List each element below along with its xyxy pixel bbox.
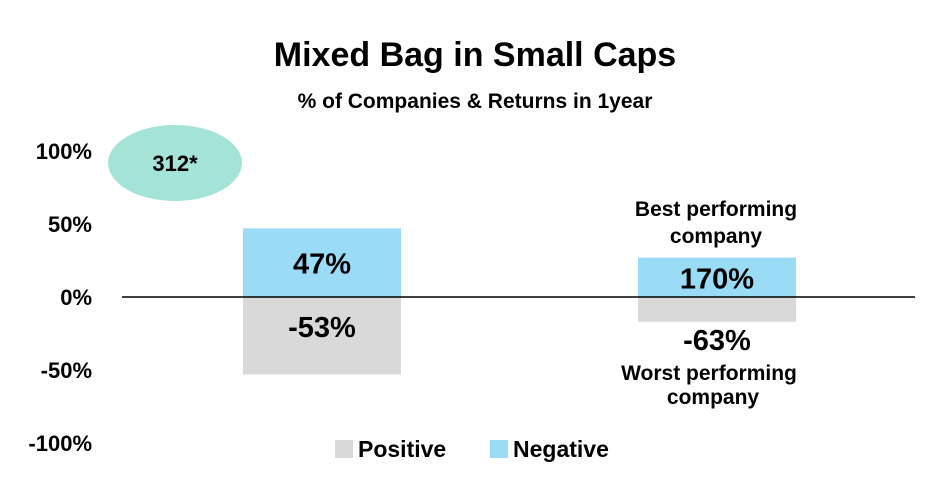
y-tick-label: -100% <box>28 431 92 456</box>
legend-label-negative: Negative <box>513 436 609 462</box>
legend: Positive Negative <box>335 436 609 462</box>
y-tick-label: 100% <box>36 139 92 164</box>
bar-value-label: -63% <box>683 325 751 357</box>
bar-value-label: -53% <box>288 312 356 344</box>
count-badge-label: 312* <box>152 151 198 176</box>
annotation-worst-line2: company <box>667 386 760 409</box>
bar-value-label: 47% <box>293 249 351 281</box>
legend-label-positive: Positive <box>358 436 446 462</box>
bar-value-label: 170% <box>680 263 754 295</box>
bar-negative-1 <box>638 257 796 297</box>
annotation-best-line1: Best performing <box>635 198 797 221</box>
bar-positive-1 <box>638 297 796 322</box>
chart-subtitle: % of Companies & Returns in 1year <box>298 90 653 113</box>
legend-swatch-negative <box>490 440 508 458</box>
y-tick-label: 50% <box>48 212 92 237</box>
chart-title: Mixed Bag in Small Caps <box>274 36 676 74</box>
annotation-worst-line1: Worst performing <box>621 362 797 385</box>
bar-negative-0 <box>243 228 401 297</box>
count-badge <box>108 125 242 201</box>
legend-swatch-positive <box>335 440 353 458</box>
y-axis: 100% 50% 0% -50% -100% <box>28 139 92 456</box>
annotation-best-line2: company <box>670 225 763 248</box>
y-tick-label: -50% <box>41 358 92 383</box>
bars: 47% -53% 170% -63% <box>243 228 796 375</box>
bar-positive-0 <box>243 297 401 375</box>
y-tick-label: 0% <box>60 285 92 310</box>
